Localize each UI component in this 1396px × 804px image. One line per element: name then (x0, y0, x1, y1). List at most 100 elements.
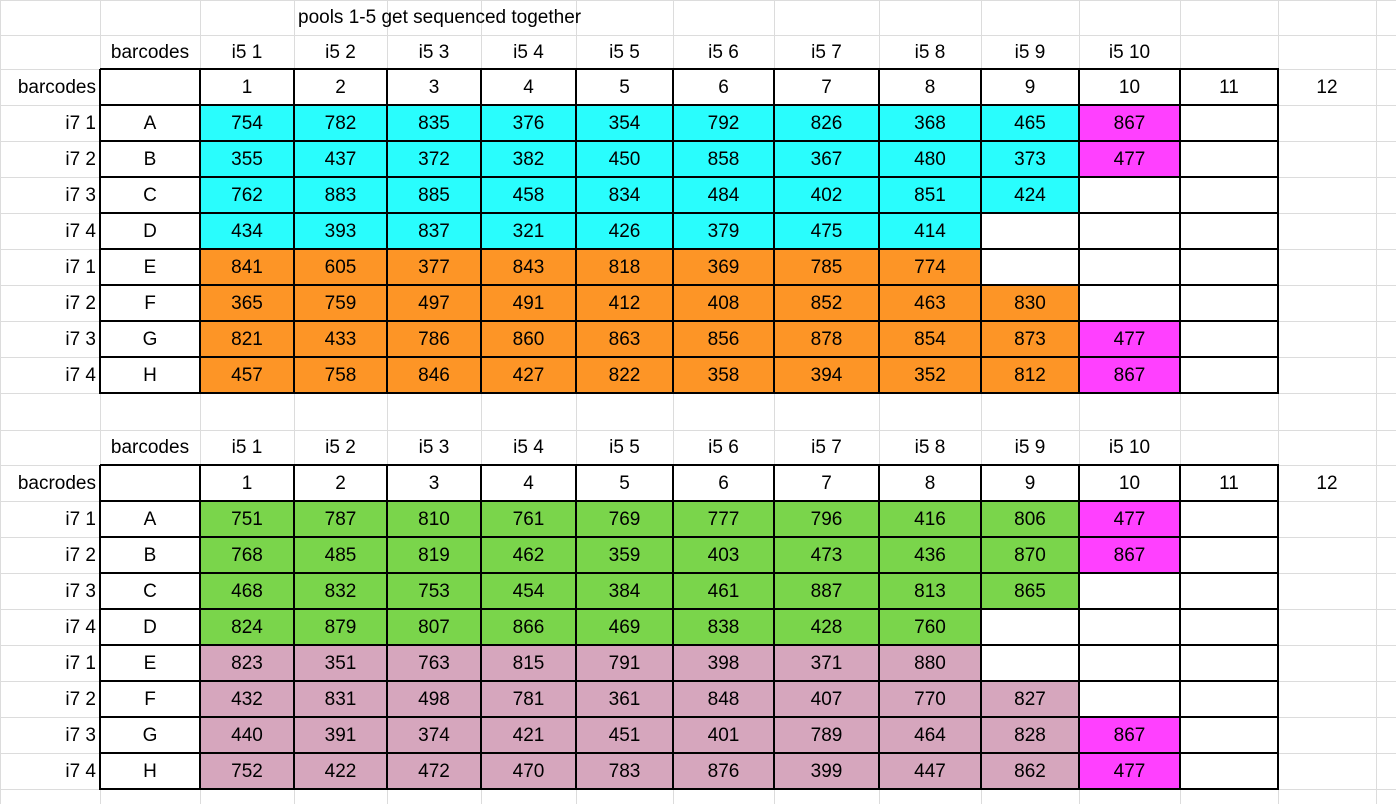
well-cell[interactable]: 472 (418, 760, 450, 782)
well-cell[interactable] (1278, 681, 1376, 717)
well-cell[interactable]: 856 (707, 328, 740, 350)
well-cell[interactable]: 867 (1113, 364, 1146, 386)
well-cell[interactable]: 473 (810, 544, 843, 566)
well-cell[interactable]: 812 (1014, 364, 1046, 386)
well-cell[interactable] (1278, 717, 1376, 753)
well-cell[interactable]: 807 (418, 616, 450, 638)
well-cell[interactable]: 828 (1014, 724, 1046, 746)
column-header[interactable]: 5 (619, 76, 630, 98)
well-cell[interactable] (1278, 213, 1376, 249)
well-cell[interactable]: 753 (418, 580, 450, 602)
well-cell[interactable]: 451 (608, 724, 641, 746)
column-header[interactable]: 8 (924, 472, 936, 494)
well-cell[interactable]: 440 (231, 724, 263, 746)
i7-label[interactable]: i7 3 (65, 328, 96, 350)
well-cell[interactable]: 837 (418, 220, 450, 242)
well-cell[interactable]: 382 (512, 148, 545, 170)
well-cell[interactable]: 796 (810, 508, 843, 530)
well-cell[interactable] (1180, 609, 1278, 645)
well-cell[interactable]: 437 (324, 148, 357, 170)
i5-header[interactable]: i5 7 (811, 437, 842, 458)
well-cell[interactable]: 421 (512, 724, 545, 746)
well-cell[interactable] (1180, 249, 1278, 285)
well-cell[interactable]: 860 (512, 328, 545, 350)
i7-label[interactable]: i7 3 (65, 580, 96, 602)
well-cell[interactable]: 865 (1014, 580, 1046, 602)
well-cell[interactable] (1079, 681, 1180, 717)
well-cell[interactable]: 379 (707, 220, 740, 242)
well-cell[interactable]: 832 (324, 580, 357, 602)
well-cell[interactable]: 351 (324, 652, 357, 674)
well-cell[interactable]: 491 (512, 292, 545, 314)
column-header[interactable]: 7 (821, 76, 832, 98)
well-cell[interactable] (1180, 501, 1278, 537)
well-cell[interactable]: 465 (1014, 112, 1046, 134)
well-cell[interactable]: 485 (324, 544, 357, 566)
well-cell[interactable]: 377 (418, 256, 450, 278)
well-cell[interactable]: 876 (707, 760, 740, 782)
well-cell[interactable] (1278, 537, 1376, 573)
well-cell[interactable] (1278, 249, 1376, 285)
well-cell[interactable]: 477 (1113, 148, 1146, 170)
i7-label[interactable]: i7 1 (65, 508, 96, 530)
well-cell[interactable] (1278, 177, 1376, 213)
i5-header[interactable]: i5 10 (1108, 41, 1151, 63)
well-cell[interactable]: 777 (707, 508, 740, 530)
column-header[interactable]: 6 (718, 472, 729, 494)
i7-label[interactable]: i7 2 (65, 148, 96, 170)
well-cell[interactable]: 477 (1113, 508, 1146, 530)
well-cell[interactable]: 879 (324, 616, 357, 638)
row-letter[interactable]: D (143, 616, 157, 638)
well-cell[interactable]: 434 (231, 220, 263, 242)
well-cell[interactable]: 822 (608, 364, 641, 386)
well-cell[interactable]: 783 (608, 760, 641, 782)
row-letter[interactable]: H (143, 760, 157, 782)
well-cell[interactable]: 862 (1014, 760, 1046, 782)
row-letter[interactable]: F (144, 292, 156, 314)
well-cell[interactable] (981, 645, 1079, 681)
well-cell[interactable]: 498 (418, 688, 450, 710)
column-header[interactable]: 12 (1316, 472, 1338, 494)
well-cell[interactable]: 782 (324, 112, 357, 134)
column-header[interactable]: 1 (241, 76, 253, 98)
well-cell[interactable]: 841 (231, 256, 263, 278)
well-cell[interactable] (1079, 645, 1180, 681)
well-cell[interactable] (1278, 753, 1376, 789)
well-cell[interactable]: 852 (810, 292, 843, 314)
well-cell[interactable]: 368 (914, 112, 946, 134)
well-cell[interactable]: 810 (418, 508, 450, 530)
well-cell[interactable]: 768 (231, 544, 263, 566)
well-cell[interactable] (1180, 753, 1278, 789)
well-cell[interactable] (1278, 501, 1376, 537)
well-cell[interactable] (1079, 213, 1180, 249)
well-cell[interactable]: 824 (231, 616, 263, 638)
column-header[interactable]: 2 (335, 76, 346, 98)
i5-header[interactable]: i5 4 (513, 437, 544, 458)
well-cell[interactable]: 393 (324, 220, 357, 242)
i5-header[interactable]: i5 8 (914, 41, 946, 63)
well-cell[interactable]: 792 (707, 112, 740, 134)
well-cell[interactable]: 480 (914, 148, 946, 170)
well-cell[interactable]: 424 (1014, 184, 1046, 206)
row-letter[interactable]: H (143, 364, 157, 386)
column-header[interactable]: 12 (1316, 76, 1338, 98)
row-barcodes-label[interactable]: barcodes (17, 76, 96, 98)
column-header[interactable]: 10 (1118, 76, 1141, 98)
i7-label[interactable]: i7 4 (65, 760, 96, 782)
well-cell[interactable] (1079, 249, 1180, 285)
well-cell[interactable] (1278, 285, 1376, 321)
well-cell[interactable]: 408 (707, 292, 740, 314)
well-cell[interactable] (1180, 537, 1278, 573)
i5-header[interactable]: i5 6 (708, 41, 739, 63)
well-cell[interactable]: 838 (707, 616, 740, 638)
i7-label[interactable]: i7 2 (65, 688, 96, 710)
well-cell[interactable]: 469 (608, 616, 641, 638)
well-cell[interactable]: 835 (418, 112, 450, 134)
i7-label[interactable]: i7 4 (65, 616, 96, 638)
well-cell[interactable]: 468 (231, 580, 263, 602)
well-cell[interactable]: 818 (608, 256, 641, 278)
well-cell[interactable]: 761 (512, 508, 545, 530)
well-cell[interactable]: 457 (231, 364, 263, 386)
well-cell[interactable] (1278, 609, 1376, 645)
well-cell[interactable]: 878 (810, 328, 843, 350)
